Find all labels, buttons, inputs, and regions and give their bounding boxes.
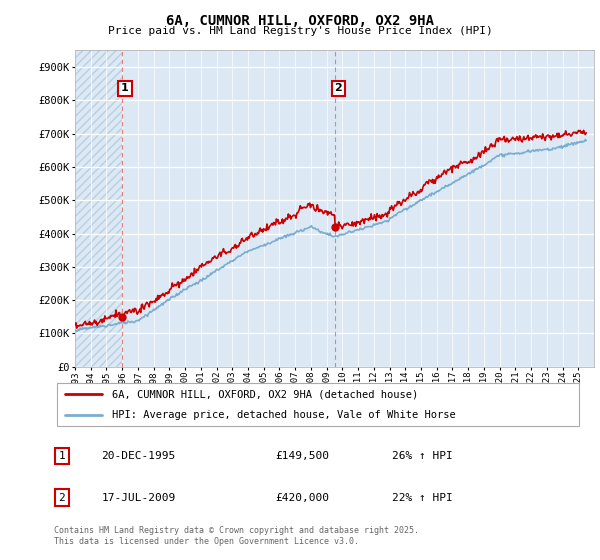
Text: 6A, CUMNOR HILL, OXFORD, OX2 9HA (detached house): 6A, CUMNOR HILL, OXFORD, OX2 9HA (detach… [112,389,418,399]
Text: Contains HM Land Registry data © Crown copyright and database right 2025.
This d: Contains HM Land Registry data © Crown c… [54,526,419,546]
Text: 6A, CUMNOR HILL, OXFORD, OX2 9HA: 6A, CUMNOR HILL, OXFORD, OX2 9HA [166,14,434,28]
Text: 17-JUL-2009: 17-JUL-2009 [101,493,176,502]
Text: 22% ↑ HPI: 22% ↑ HPI [392,493,452,502]
Text: £420,000: £420,000 [276,493,330,502]
Text: 2: 2 [334,83,342,94]
Text: 1: 1 [59,451,65,461]
Text: 1: 1 [121,83,129,94]
FancyBboxPatch shape [56,383,580,426]
Text: HPI: Average price, detached house, Vale of White Horse: HPI: Average price, detached house, Vale… [112,410,456,420]
Text: Price paid vs. HM Land Registry's House Price Index (HPI): Price paid vs. HM Land Registry's House … [107,26,493,36]
Bar [75,50,122,367]
Text: 2: 2 [59,493,65,502]
Text: 20-DEC-1995: 20-DEC-1995 [101,451,176,461]
Text: 26% ↑ HPI: 26% ↑ HPI [392,451,452,461]
Text: £149,500: £149,500 [276,451,330,461]
